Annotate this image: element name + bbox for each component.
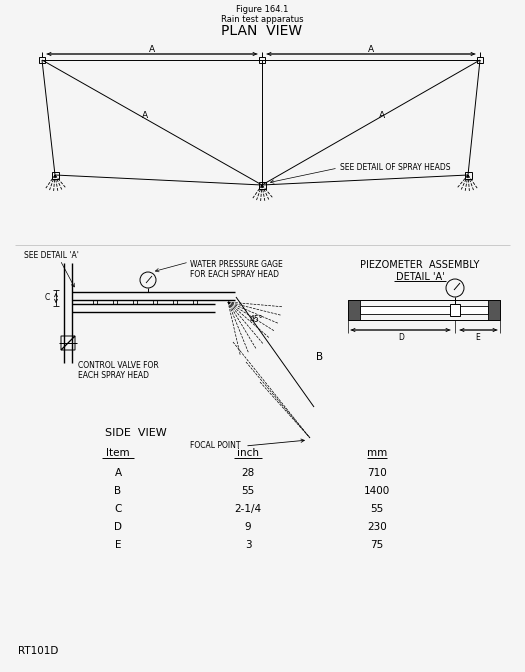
Text: 55: 55 — [370, 504, 384, 514]
Text: SEE DETAIL OF SPRAY HEADS: SEE DETAIL OF SPRAY HEADS — [340, 163, 450, 173]
Text: SIDE  VIEW: SIDE VIEW — [105, 428, 167, 438]
Text: 2-1/4: 2-1/4 — [235, 504, 261, 514]
Text: B: B — [114, 486, 122, 496]
Text: C: C — [114, 504, 122, 514]
Text: Figure 164.1: Figure 164.1 — [236, 5, 288, 15]
Text: RT101D: RT101D — [18, 646, 58, 656]
Bar — [259, 57, 265, 63]
Text: 9: 9 — [245, 522, 251, 532]
Bar — [465, 171, 471, 179]
Text: DETAIL 'A': DETAIL 'A' — [396, 272, 444, 282]
Text: 3: 3 — [245, 540, 251, 550]
Text: A: A — [379, 110, 385, 120]
Text: 45°: 45° — [249, 315, 263, 325]
Bar — [450, 304, 460, 316]
Text: A: A — [149, 46, 155, 54]
Text: B: B — [317, 352, 323, 362]
Bar — [477, 57, 483, 63]
Bar — [258, 181, 266, 189]
Text: 75: 75 — [370, 540, 384, 550]
Text: A: A — [368, 46, 374, 54]
Text: 230: 230 — [367, 522, 387, 532]
Bar — [39, 57, 45, 63]
Bar — [51, 171, 58, 179]
Text: PIEZOMETER  ASSEMBLY: PIEZOMETER ASSEMBLY — [360, 260, 480, 270]
Text: Item: Item — [106, 448, 130, 458]
Text: inch: inch — [237, 448, 259, 458]
Text: E: E — [115, 540, 121, 550]
Text: PLAN  VIEW: PLAN VIEW — [222, 24, 302, 38]
Text: 710: 710 — [367, 468, 387, 478]
Bar — [488, 300, 500, 320]
Text: A: A — [114, 468, 122, 478]
Text: A: A — [142, 110, 148, 120]
Text: mm: mm — [367, 448, 387, 458]
Bar — [360, 306, 488, 314]
Text: CONTROL VALVE FOR
EACH SPRAY HEAD: CONTROL VALVE FOR EACH SPRAY HEAD — [78, 361, 159, 380]
Text: D: D — [398, 333, 404, 341]
Bar — [348, 300, 360, 320]
Text: SEE DETAIL 'A': SEE DETAIL 'A' — [24, 251, 79, 261]
Text: Rain test apparatus: Rain test apparatus — [220, 15, 303, 24]
Text: 28: 28 — [242, 468, 255, 478]
Text: E: E — [475, 333, 480, 341]
Text: C: C — [45, 294, 50, 302]
Text: D: D — [114, 522, 122, 532]
Text: FOCAL POINT: FOCAL POINT — [190, 442, 240, 450]
Text: 1400: 1400 — [364, 486, 390, 496]
Text: WATER PRESSURE GAGE
FOR EACH SPRAY HEAD: WATER PRESSURE GAGE FOR EACH SPRAY HEAD — [190, 260, 283, 280]
Text: 55: 55 — [242, 486, 255, 496]
